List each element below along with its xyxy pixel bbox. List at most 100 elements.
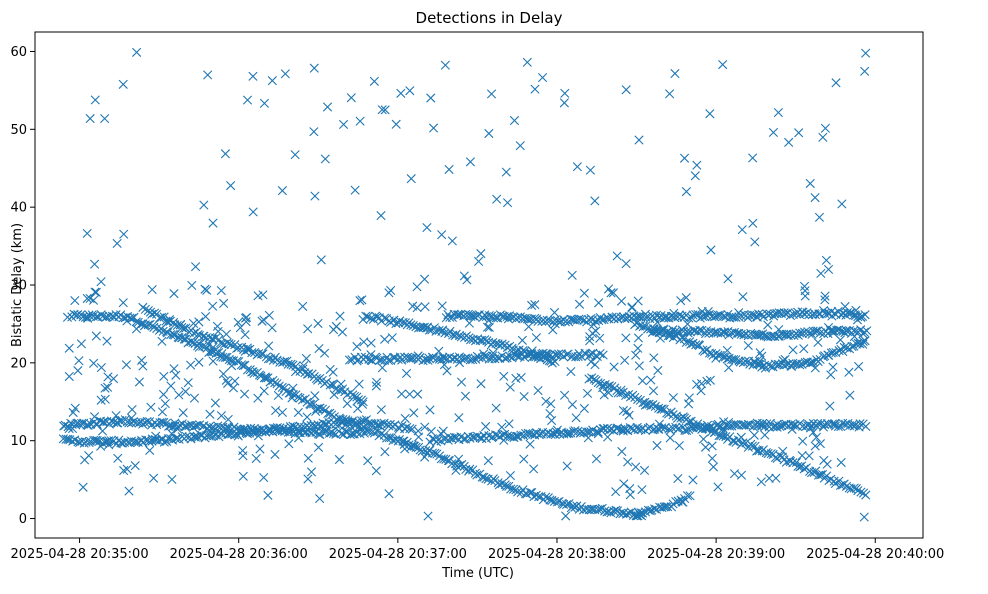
data-point-track-a xyxy=(369,428,379,438)
data-point-track-j xyxy=(586,349,596,359)
data-point-noise xyxy=(616,385,626,395)
data-point-track-f xyxy=(856,487,866,497)
data-point-noise xyxy=(530,299,540,310)
data-point-noise xyxy=(499,435,509,445)
data-point-noise xyxy=(311,406,321,417)
data-point-track-h xyxy=(756,330,766,340)
data-point-noise xyxy=(648,386,659,396)
data-point-track-a xyxy=(472,470,482,480)
data-point-noise xyxy=(420,302,430,312)
data-point-noise xyxy=(439,360,449,370)
data-point-noise xyxy=(240,330,250,340)
data-point-track-a xyxy=(218,352,228,362)
data-point-noise xyxy=(89,358,99,368)
data-point-noise xyxy=(119,465,129,476)
x-tick-label: 2025-04-28 20:39:00 xyxy=(647,547,785,562)
data-point-noise xyxy=(598,383,608,393)
data-point-track-a xyxy=(606,508,616,518)
y-tick-label: 50 xyxy=(10,123,27,138)
data-point-noise xyxy=(118,79,128,89)
data-point-noise xyxy=(372,377,382,387)
data-point-track-h xyxy=(700,328,711,339)
data-point-noise xyxy=(208,301,218,311)
data-point-noise xyxy=(241,317,251,327)
data-point-noise xyxy=(259,473,269,483)
data-point-noise xyxy=(85,113,95,124)
data-point-track-f xyxy=(616,388,626,398)
data-point-noise xyxy=(504,419,514,429)
data-point-noise xyxy=(258,290,268,300)
data-point-track-h xyxy=(808,326,818,336)
data-point-track-c xyxy=(352,427,362,438)
data-point-noise xyxy=(167,429,177,439)
data-point-noise xyxy=(248,367,258,377)
data-point-track-f xyxy=(861,490,871,500)
data-point-track-d xyxy=(325,380,335,390)
points-layer xyxy=(58,47,872,522)
data-point-track-d xyxy=(279,356,290,367)
data-point-noise xyxy=(320,154,330,164)
data-point-track-a xyxy=(534,492,544,502)
data-point-noise xyxy=(203,70,213,80)
data-point-noise xyxy=(218,369,228,379)
data-point-noise xyxy=(481,421,491,432)
data-point-noise xyxy=(529,464,539,474)
data-point-noise xyxy=(787,424,797,434)
data-point-track-l xyxy=(691,309,701,320)
data-point-noise xyxy=(264,341,274,351)
data-point-noise xyxy=(127,404,137,415)
data-point-noise xyxy=(329,390,339,400)
data-point-track-b xyxy=(92,436,102,446)
data-point-track-a xyxy=(166,330,176,340)
data-point-track-f xyxy=(633,394,643,405)
data-point-track-l xyxy=(634,312,644,322)
data-point-track-i xyxy=(637,508,648,518)
data-point-track-d xyxy=(172,320,182,331)
data-point-noise xyxy=(160,398,170,409)
data-point-noise xyxy=(603,432,613,442)
data-point-noise xyxy=(90,259,100,269)
data-point-noise xyxy=(754,359,764,369)
data-point-noise xyxy=(454,358,465,368)
data-point-noise xyxy=(752,446,762,456)
data-point-track-c xyxy=(341,426,351,437)
data-point-noise xyxy=(187,280,197,290)
data-point-noise xyxy=(808,427,818,437)
data-point-noise xyxy=(603,284,614,294)
data-point-noise xyxy=(758,329,768,339)
data-point-track-c xyxy=(138,419,148,429)
data-point-noise xyxy=(180,387,191,397)
data-point-track-b xyxy=(129,437,139,447)
data-point-track-j xyxy=(474,353,484,363)
data-point-noise xyxy=(226,181,236,191)
data-point-noise xyxy=(328,325,339,335)
data-point-track-j xyxy=(461,353,471,363)
data-point-noise xyxy=(707,441,717,451)
data-point-track-a xyxy=(465,464,475,474)
data-point-noise xyxy=(233,317,243,327)
data-point-noise xyxy=(263,490,273,500)
data-point-noise xyxy=(690,171,700,181)
data-point-noise xyxy=(284,439,294,449)
data-point-noise xyxy=(309,127,319,137)
data-point-track-a xyxy=(376,429,387,439)
data-point-noise xyxy=(413,351,423,361)
data-point-track-k xyxy=(729,419,739,430)
data-point-track-f xyxy=(676,413,686,423)
data-point-track-f xyxy=(788,458,798,468)
data-point-track-j xyxy=(437,355,447,365)
data-point-track-g xyxy=(858,336,868,347)
data-point-noise xyxy=(586,357,596,367)
data-point-track-j xyxy=(573,351,583,362)
data-point-noise xyxy=(366,350,376,360)
data-point-noise xyxy=(799,344,809,354)
data-point-noise xyxy=(190,262,201,272)
data-point-track-k xyxy=(819,419,830,430)
data-point-track-d xyxy=(302,369,313,379)
data-point-noise xyxy=(673,473,683,484)
data-point-noise xyxy=(454,413,464,423)
data-point-track-k xyxy=(625,423,635,433)
data-point-noise xyxy=(73,366,83,376)
data-point-track-l xyxy=(781,309,791,319)
